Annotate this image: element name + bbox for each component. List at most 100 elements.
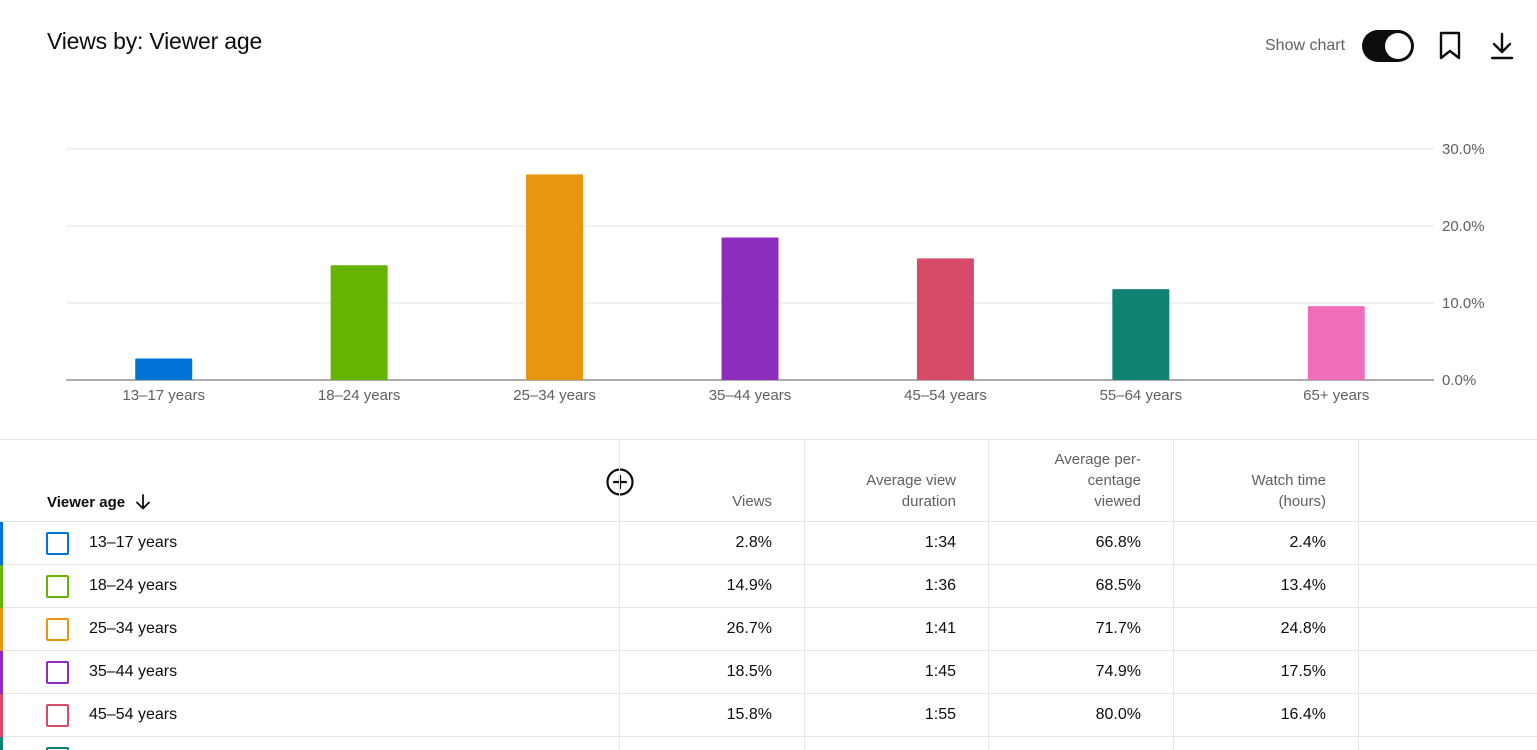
column-header-viewer-age: Viewer age — [47, 493, 126, 511]
header-line: viewed — [1094, 493, 1141, 510]
table-row[interactable]: 45–54 years 15.8% 1:55 80.0% 16.4% — [0, 694, 1537, 737]
row-color-stripe — [0, 651, 3, 694]
column-divider — [804, 440, 805, 750]
table-row[interactable] — [0, 737, 1537, 750]
header-line: (hours) — [1278, 493, 1326, 510]
bar — [721, 237, 779, 380]
bar — [1307, 306, 1365, 380]
column-header-avg-percentage-viewed[interactable]: Average per-centage viewed — [989, 440, 1173, 522]
cell-avg-view-duration: 1:45 — [924, 663, 956, 680]
x-tick-label: 18–24 years — [318, 387, 401, 404]
cell-avg-percentage-viewed: 71.7% — [1095, 620, 1141, 637]
header-line: centage — [1087, 472, 1141, 489]
row-checkbox[interactable] — [46, 618, 69, 641]
cell-views: 2.8% — [735, 534, 772, 551]
row-label: 18–24 years — [89, 577, 178, 594]
cell-avg-percentage-viewed: 66.8% — [1095, 534, 1141, 551]
views-header-label: Views — [732, 493, 772, 510]
show-chart-label: Show chart — [1265, 37, 1346, 54]
page-title: Views by: Viewer age — [47, 28, 263, 54]
header-line: Average per- — [1054, 451, 1141, 468]
row-color-stripe — [0, 522, 3, 565]
column-header-avg-view-duration[interactable]: Average view duration — [805, 440, 988, 522]
cell-avg-view-duration: 1:36 — [924, 577, 956, 594]
y-tick-label: 10.0% — [1442, 295, 1485, 312]
data-table: Viewer age Views Average view duration Av… — [0, 440, 1537, 750]
avg-percentage-header-label: Average per-centage viewed — [1055, 449, 1141, 512]
bar — [526, 174, 584, 380]
bar — [330, 265, 388, 380]
bar — [916, 258, 974, 380]
avg-view-duration-header-label: Average view duration — [866, 470, 956, 512]
x-tick-label: 35–44 years — [709, 387, 792, 404]
cell-watch-time: 2.4% — [1289, 534, 1326, 551]
show-chart-toggle[interactable] — [1362, 30, 1414, 62]
cell-avg-percentage-viewed: 80.0% — [1095, 706, 1141, 723]
watch-time-header-label: Watch time (hours) — [1252, 470, 1326, 512]
row-label: 13–17 years — [89, 534, 178, 551]
row-color-stripe — [0, 737, 3, 750]
bookmark-button[interactable] — [1434, 30, 1466, 62]
cell-watch-time: 17.5% — [1280, 663, 1326, 680]
y-tick-label: 20.0% — [1442, 218, 1485, 235]
add-circle-icon — [606, 468, 634, 496]
bar — [135, 358, 193, 380]
x-tick-label: 13–17 years — [122, 387, 205, 404]
toggle-knob — [1385, 33, 1411, 59]
cell-views: 18.5% — [726, 663, 772, 680]
column-divider — [1173, 440, 1174, 750]
x-tick-label: 55–64 years — [1100, 387, 1183, 404]
column-header-views[interactable]: Views — [620, 440, 804, 522]
table-row[interactable]: 13–17 years 2.8% 1:34 66.8% 2.4% — [0, 522, 1537, 565]
x-tick-label: 25–34 years — [513, 387, 596, 404]
x-tick-label: 65+ years — [1303, 387, 1369, 404]
sort-by-viewer-age[interactable]: Viewer age — [47, 493, 151, 511]
arrow-down-icon — [136, 494, 151, 510]
table-row[interactable]: 25–34 years 26.7% 1:41 71.7% 24.8% — [0, 608, 1537, 651]
row-checkbox[interactable] — [46, 532, 69, 555]
add-column-button[interactable] — [605, 467, 635, 497]
bar-chart: 0.0% 10.0% 20.0% 30.0% 13–17 years 18–24 year… — [0, 120, 1537, 420]
download-icon — [1490, 32, 1514, 60]
row-color-stripe — [0, 694, 3, 737]
header-line: Average view — [866, 472, 956, 489]
row-label: 45–54 years — [89, 706, 178, 723]
y-tick-label: 0.0% — [1442, 372, 1476, 389]
cell-watch-time: 16.4% — [1280, 706, 1326, 723]
cell-avg-view-duration: 1:41 — [924, 620, 956, 637]
row-label: 25–34 years — [89, 620, 178, 637]
cell-watch-time: 24.8% — [1280, 620, 1326, 637]
row-checkbox[interactable] — [46, 747, 69, 750]
column-divider — [988, 440, 989, 750]
cell-views: 26.7% — [726, 620, 772, 637]
cell-watch-time: 13.4% — [1280, 577, 1326, 594]
download-button[interactable] — [1486, 30, 1518, 62]
cell-views: 14.9% — [726, 577, 772, 594]
row-color-stripe — [0, 565, 3, 608]
cell-avg-view-duration: 1:55 — [924, 706, 956, 723]
y-tick-label: 30.0% — [1442, 141, 1485, 158]
row-checkbox[interactable] — [46, 575, 69, 598]
column-header-watch-time[interactable]: Watch time (hours) — [1174, 440, 1358, 522]
row-checkbox[interactable] — [46, 661, 69, 684]
bar-chart-svg: 0.0% 10.0% 20.0% 30.0% 13–17 years 18–24 year… — [66, 141, 1485, 404]
table-row[interactable]: 35–44 years 18.5% 1:45 74.9% 17.5% — [0, 651, 1537, 694]
bar — [1112, 289, 1170, 380]
table-header-row: Viewer age Views Average view duration Av… — [0, 440, 1537, 522]
table-row[interactable]: 18–24 years 14.9% 1:36 68.5% 13.4% — [0, 565, 1537, 608]
cell-avg-percentage-viewed: 74.9% — [1095, 663, 1141, 680]
bookmark-icon — [1439, 31, 1461, 60]
column-divider — [1358, 440, 1359, 750]
column-divider — [619, 440, 620, 750]
row-checkbox[interactable] — [46, 704, 69, 727]
row-label: 35–44 years — [89, 663, 178, 680]
row-color-stripe — [0, 608, 3, 651]
header-line: Watch time — [1251, 472, 1326, 489]
cell-avg-view-duration: 1:34 — [924, 534, 956, 551]
header-line: duration — [901, 493, 956, 510]
cell-avg-percentage-viewed: 68.5% — [1095, 577, 1141, 594]
x-tick-label: 45–54 years — [904, 387, 987, 404]
table-divider — [0, 439, 1537, 440]
cell-views: 15.8% — [726, 706, 772, 723]
